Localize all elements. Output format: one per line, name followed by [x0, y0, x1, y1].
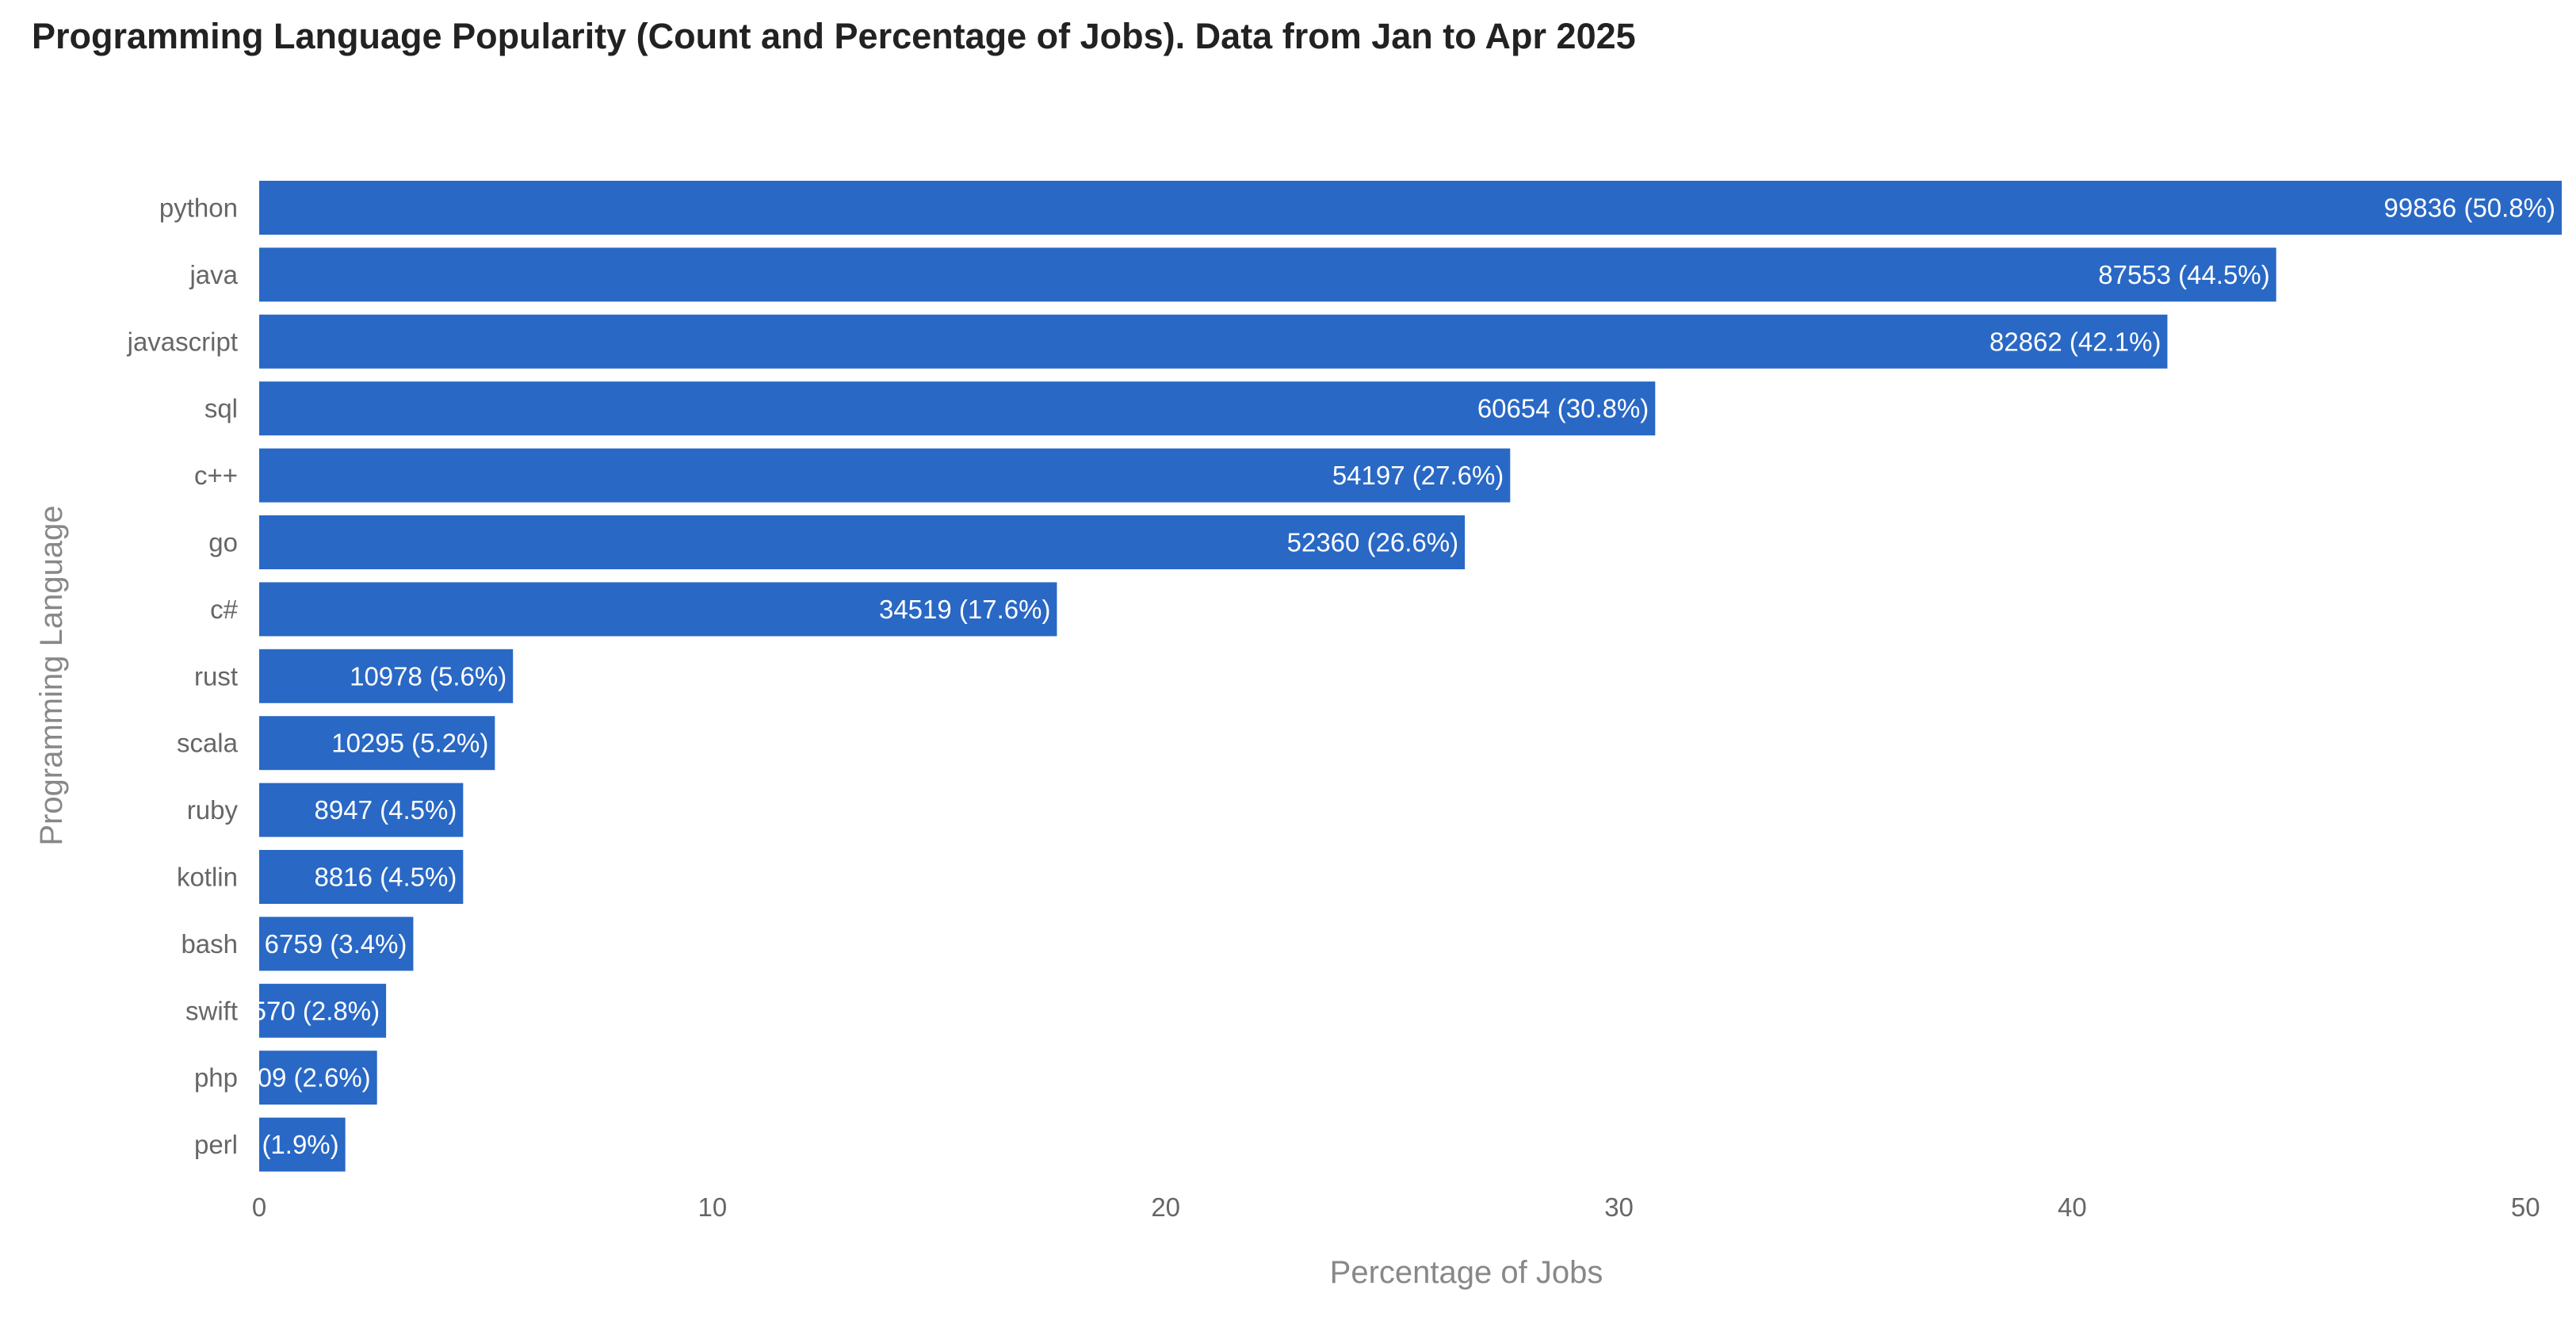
bar-php — [259, 1051, 377, 1105]
y-tick-label: c++ — [194, 461, 238, 490]
x-axis-title: Percentage of Jobs — [1330, 1255, 1603, 1290]
bar-value-label: 10295 (5.2%) — [331, 729, 488, 758]
bar-java — [259, 247, 2276, 302]
bar-value-label: 5570 (2.8%) — [237, 996, 380, 1025]
bar-value-label: 99836 (50.8%) — [2384, 193, 2555, 223]
bar-perl — [259, 1117, 346, 1172]
bar-sql — [259, 381, 1656, 436]
bar-value-label: 10978 (5.6%) — [350, 661, 506, 691]
bar-value-label: 87553 (44.5%) — [2098, 260, 2269, 289]
y-axis-title: Programming Language — [34, 505, 69, 845]
bar-javascript — [259, 314, 2168, 369]
bar-value-label: 54197 (27.6%) — [1332, 461, 1504, 490]
bar-ruby — [259, 783, 464, 837]
bar-value-label: 6759 (3.4%) — [265, 929, 407, 959]
bar-rust — [259, 649, 514, 703]
y-tick-label: go — [208, 528, 238, 557]
x-tick-label: 40 — [2058, 1192, 2087, 1222]
bars-group: 99836 (50.8%) 87553 (44.5%) 82862 (42.1%) 6… — [197, 181, 2562, 1172]
bar-kotlin — [259, 850, 464, 904]
bar-c# — [259, 582, 1057, 637]
bar-value-label: 5109 (2.6%) — [228, 1063, 371, 1093]
y-tick-label: bash — [181, 929, 238, 959]
x-tick-label: 20 — [1151, 1192, 1180, 1222]
bar-c++ — [259, 448, 1511, 503]
bar-value-label: 3797 (1.9%) — [197, 1130, 339, 1159]
x-tick-label: 10 — [698, 1192, 727, 1222]
bar-bash — [259, 917, 414, 971]
bar-python — [259, 181, 2562, 235]
x-tick-labels: 0 10 20 30 40 50 — [252, 1192, 2540, 1222]
y-tick-label: kotlin — [177, 863, 238, 892]
y-tick-label: javascript — [127, 327, 238, 356]
y-tick-label: scala — [177, 729, 239, 758]
y-tick-labels: python java javascript sql c++ go c# rust scala r… — [127, 193, 239, 1160]
bar-value-label: 60654 (30.8%) — [1477, 394, 1649, 423]
y-tick-label: rust — [194, 661, 238, 691]
y-tick-label: python — [159, 193, 238, 223]
y-tick-label: sql — [204, 394, 238, 423]
y-tick-label: c# — [210, 595, 239, 624]
x-tick-label: 0 — [252, 1192, 266, 1222]
y-tick-label: java — [189, 260, 238, 289]
y-tick-label: swift — [185, 996, 238, 1025]
bar-go — [259, 515, 1466, 569]
bar-scala — [259, 716, 495, 771]
bar-value-label: 34519 (17.6%) — [879, 595, 1050, 624]
bar-value-label: 8816 (4.5%) — [315, 863, 457, 892]
y-tick-label: php — [194, 1063, 238, 1093]
x-tick-label: 30 — [1604, 1192, 1634, 1222]
x-tick-label: 50 — [2511, 1192, 2540, 1222]
y-tick-label: perl — [194, 1130, 238, 1159]
bar-value-label: 82862 (42.1%) — [1989, 327, 2161, 356]
y-tick-label: ruby — [187, 795, 239, 825]
chart-title: Programming Language Popularity (Count a… — [32, 16, 1636, 56]
bar-value-label: 52360 (26.6%) — [1287, 528, 1458, 557]
bar-value-label: 8947 (4.5%) — [315, 795, 457, 825]
bar-swift — [259, 983, 387, 1038]
